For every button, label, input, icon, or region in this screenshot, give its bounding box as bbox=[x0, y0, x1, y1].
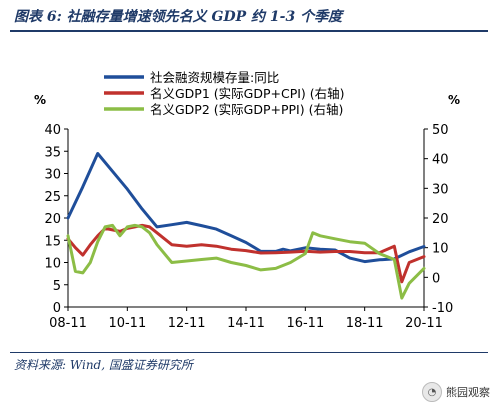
y-tick-label-right: 30 bbox=[432, 182, 449, 197]
series-line-3 bbox=[66, 223, 426, 300]
y-tick-label-left: 0 bbox=[53, 301, 61, 316]
y-tick-label-right: 0 bbox=[432, 271, 440, 286]
x-tick-label: 20-11 bbox=[405, 316, 443, 331]
y-tick-label-right: 20 bbox=[432, 212, 449, 227]
y-tick-label-right: 40 bbox=[432, 153, 449, 168]
legend-label-2: 名义GDP1 (实际GDP+CPI) (右轴) bbox=[150, 86, 345, 101]
x-tick-label: 08-11 bbox=[49, 316, 87, 331]
legend-label-3: 名义GDP2 (实际GDP+PPI) (右轴) bbox=[150, 102, 343, 117]
y-tick-label-left: 15 bbox=[44, 234, 61, 249]
y-tick-label-left: 5 bbox=[53, 279, 61, 294]
y-tick-label-left: 25 bbox=[44, 190, 61, 205]
x-tick-label: 10-11 bbox=[108, 316, 146, 331]
y-tick-label-left: 20 bbox=[44, 212, 61, 227]
y-tick-label-right: -10 bbox=[432, 301, 453, 316]
x-tick-label: 14-11 bbox=[227, 316, 265, 331]
series-layer bbox=[66, 152, 426, 300]
watermark: ◔ 熊园观察 bbox=[422, 382, 490, 402]
series-line-1 bbox=[66, 152, 426, 264]
figure-title: 图表 6: 社融存量增速领先名义 GDP 约 1-3 个季度 bbox=[14, 9, 343, 25]
series-line-2 bbox=[66, 223, 426, 284]
y-tick-label-left: 40 bbox=[44, 123, 61, 138]
wechat-icon: ◔ bbox=[422, 382, 442, 402]
x-tick-label: 12-11 bbox=[168, 316, 206, 331]
y-tick-label-left: 35 bbox=[44, 145, 61, 160]
legend-label-1: 社会融资规模存量:同比 bbox=[150, 70, 279, 85]
x-tick-label: 16-11 bbox=[286, 316, 324, 331]
y-tick-label-right: 50 bbox=[432, 123, 449, 138]
y-unit-right: % bbox=[448, 93, 460, 107]
title-divider bbox=[10, 30, 488, 32]
source-divider bbox=[10, 352, 488, 353]
y-tick-label-left: 30 bbox=[44, 168, 61, 183]
y-unit-left: % bbox=[34, 93, 46, 107]
axes: 0 5 10 15 20 25 30 35 40 -10 0 10 20 30 40 50 08-11 10-11… bbox=[44, 123, 453, 331]
watermark-label: 熊园观察 bbox=[446, 386, 490, 399]
source-note: 资料来源: Wind, 国盛证券研究所 bbox=[14, 358, 193, 372]
y-tick-label-right: 10 bbox=[432, 242, 449, 257]
x-tick-label: 18-11 bbox=[346, 316, 384, 331]
y-tick-label-left: 10 bbox=[44, 257, 61, 272]
